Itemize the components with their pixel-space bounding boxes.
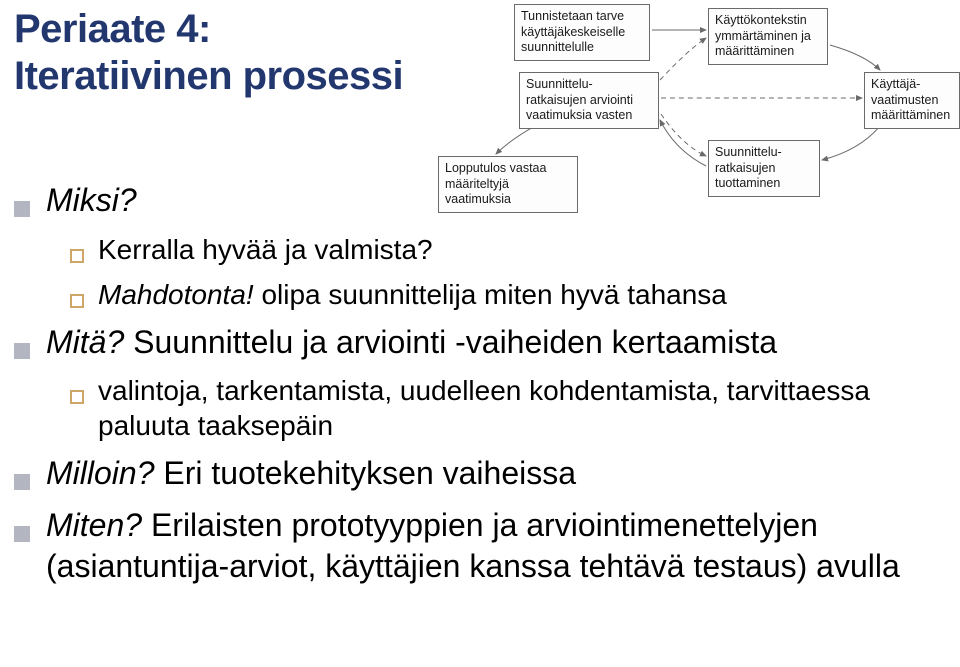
hollow-square-icon xyxy=(70,249,84,263)
bullet-when-text: Milloin? Eri tuotekehityksen vaiheissa xyxy=(46,453,576,495)
sub-bullet-choices: valintoja, tarkentamista, uudelleen kohd… xyxy=(70,373,934,443)
hollow-square-icon xyxy=(70,390,84,404)
sub-bullet-choices-text: valintoja, tarkentamista, uudelleen kohd… xyxy=(98,373,918,443)
square-bullet-icon xyxy=(14,526,30,542)
bullet-what: Mitä? Suunnittelu ja arviointi -vaiheide… xyxy=(14,322,934,364)
square-bullet-icon xyxy=(14,201,30,217)
heading-line2: Iteratiivinen prosessi xyxy=(14,53,403,100)
heading-line1: Periaate 4: xyxy=(14,6,403,53)
square-bullet-icon xyxy=(14,474,30,490)
bullet-why-label: Miksi? xyxy=(46,180,137,222)
bullet-why: Miksi? xyxy=(14,180,934,222)
how-label: Miten? xyxy=(46,507,142,543)
sub-bullet-impossible: Mahdotonta! olipa suunnittelija miten hy… xyxy=(70,277,934,312)
when-rest: Eri tuotekehityksen vaiheissa xyxy=(154,455,576,491)
bullet-when: Milloin? Eri tuotekehityksen vaiheissa xyxy=(14,453,934,495)
square-bullet-icon xyxy=(14,343,30,359)
when-label: Milloin? xyxy=(46,455,154,491)
hollow-square-icon xyxy=(70,294,84,308)
sub-bullet-impossible-text: Mahdotonta! olipa suunnittelija miten hy… xyxy=(98,277,727,312)
diagram-node-requirements: Käyttäjä-vaatimusten määrittäminen xyxy=(864,72,960,129)
bullet-how: Miten? Erilaisten prototyyppien ja arvio… xyxy=(14,505,934,588)
impossible-rest: olipa suunnittelija miten hyvä tahansa xyxy=(254,279,727,310)
page-title: Periaate 4: Iteratiivinen prosessi xyxy=(14,6,403,100)
sub-bullet-once-text: Kerralla hyvää ja valmista? xyxy=(98,232,433,267)
bullet-list: Miksi? Kerralla hyvää ja valmista? Mahdo… xyxy=(14,180,934,598)
how-rest: Erilaisten prototyyppien ja arviointimen… xyxy=(46,507,900,585)
impossible-prefix: Mahdotonta! xyxy=(98,279,254,310)
diagram-node-need: Tunnistetaan tarve käyttäjäkeskeiselle s… xyxy=(514,4,650,61)
bullet-what-text: Mitä? Suunnittelu ja arviointi -vaiheide… xyxy=(46,322,777,364)
what-label: Mitä? xyxy=(46,324,124,360)
diagram-node-context: Käyttökontekstin ymmärtäminen ja määritt… xyxy=(708,8,828,65)
bullet-how-text: Miten? Erilaisten prototyyppien ja arvio… xyxy=(46,505,934,588)
what-rest: Suunnittelu ja arviointi -vaiheiden kert… xyxy=(124,324,777,360)
sub-bullet-once: Kerralla hyvää ja valmista? xyxy=(70,232,934,267)
diagram-node-evaluate: Suunnittelu-ratkaisujen arviointi vaatim… xyxy=(519,72,659,129)
